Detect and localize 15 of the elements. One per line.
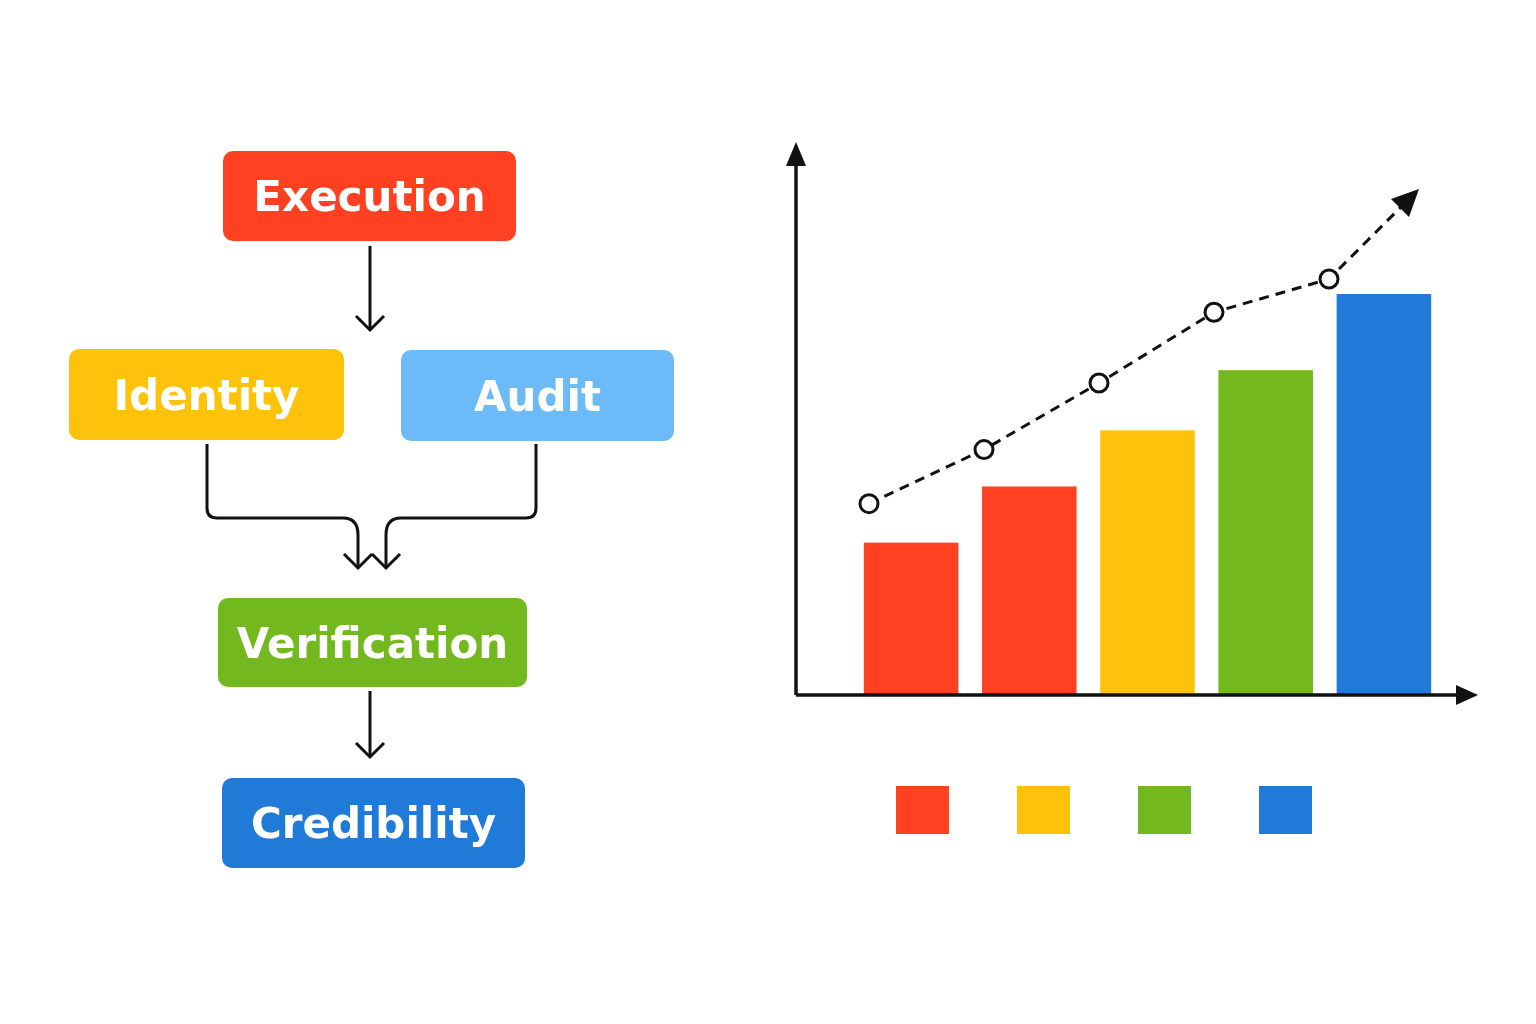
category-label: Verification — [236, 618, 509, 668]
point — [1318, 268, 1340, 290]
point — [858, 493, 880, 515]
bar — [1100, 430, 1195, 695]
bar — [1218, 370, 1313, 695]
category-label: Execution — [253, 172, 486, 221]
category-label: Audit — [474, 371, 601, 421]
category-label: Identity — [113, 370, 300, 420]
category-label: Credibility — [250, 799, 497, 848]
bar — [863, 542, 959, 695]
point — [1203, 301, 1225, 323]
point — [973, 439, 995, 461]
point — [1088, 372, 1110, 394]
bar — [1336, 294, 1432, 695]
bar — [982, 486, 1077, 695]
